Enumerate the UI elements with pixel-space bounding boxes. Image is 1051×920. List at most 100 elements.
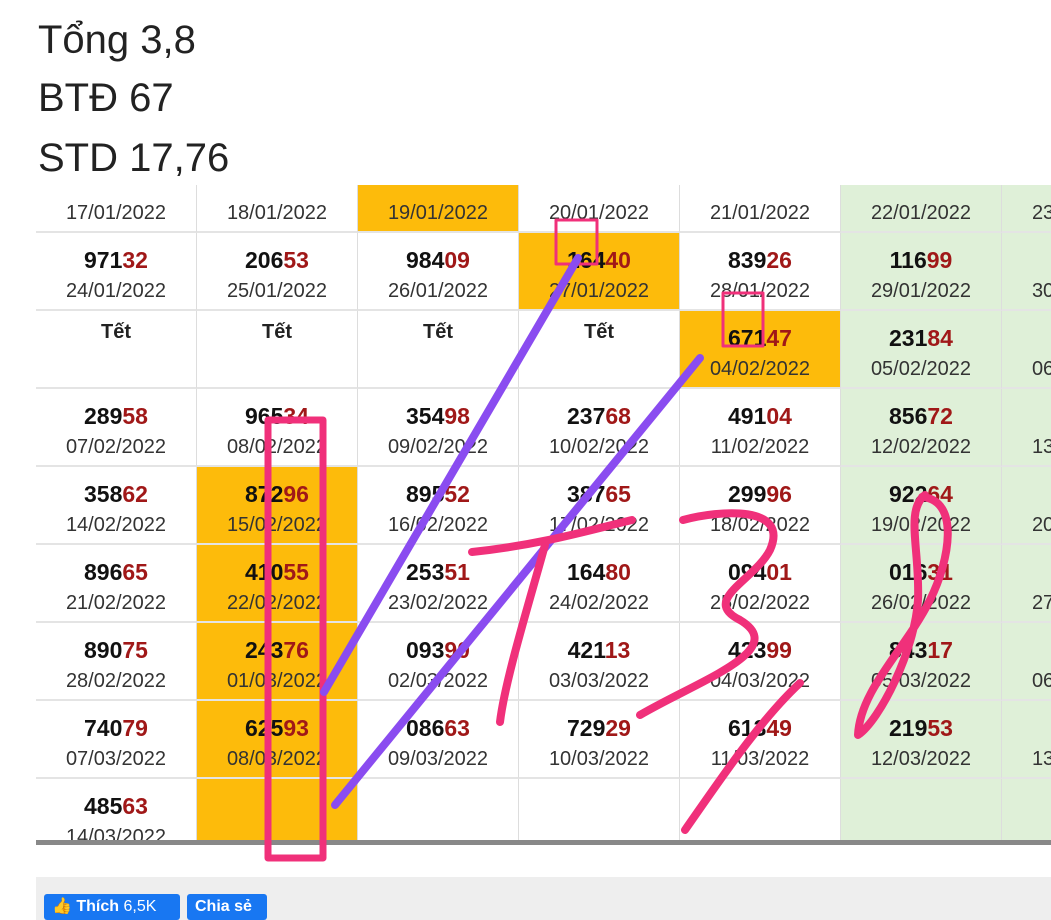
result-date: 06/02/2022: [1031, 358, 1051, 380]
table-cell: 23184 05/02/2022: [841, 311, 1002, 389]
result-number: 16480: [567, 559, 631, 585]
result-date: 13/03/2022: [1031, 748, 1051, 770]
result-number: 96534: [245, 403, 309, 429]
result-number: 09390: [406, 637, 470, 663]
table-cell: 22/01/2022: [841, 185, 1002, 233]
table-cell: 84317 05/03/2022: [841, 623, 1002, 701]
table-cell: Tết: [36, 311, 197, 389]
table-cell: 25351 23/02/2022: [358, 545, 519, 623]
result-number: 62593: [245, 715, 309, 741]
table-cell: Tết: [519, 311, 680, 389]
table-cell: 20653 25/01/2022: [197, 233, 358, 311]
table-cell: 96534 08/02/2022: [197, 389, 358, 467]
table-cell: 06/03/2022: [1002, 623, 1051, 701]
result-date: 05/02/2022: [870, 358, 972, 380]
like-count: 6,5K: [123, 898, 157, 915]
result-number: 49104: [728, 403, 792, 429]
result-date: 04/03/2022: [709, 670, 811, 692]
table-cell: 08663 09/03/2022: [358, 701, 519, 779]
table-cell: 35862 14/02/2022: [36, 467, 197, 545]
table-cell: 01631 26/02/2022: [841, 545, 1002, 623]
table-cell: 74079 07/03/2022: [36, 701, 197, 779]
caption-total: Tổng 3,8: [38, 18, 196, 62]
table-cell: 16440 27/01/2022: [519, 233, 680, 311]
result-date: 21/01/2022: [709, 202, 811, 224]
result-date: 04/02/2022: [709, 358, 811, 380]
result-date: 14/02/2022: [65, 514, 167, 536]
result-date: 24/01/2022: [65, 280, 167, 302]
result-date: 02/03/2022: [387, 670, 489, 692]
table-cell: 21953 12/03/2022: [841, 701, 1002, 779]
result-date: 17/01/2022: [65, 202, 167, 224]
result-number: 42399: [728, 637, 792, 663]
result-number: 89552: [406, 481, 470, 507]
table-cell: 16480 24/02/2022: [519, 545, 680, 623]
result-number: 28958: [84, 403, 148, 429]
result-number: 42113: [567, 637, 631, 663]
result-number: 23768: [567, 403, 631, 429]
table-cell: 29996 18/02/2022: [680, 467, 841, 545]
share-button[interactable]: Chia sẻ: [187, 894, 267, 920]
result-number: 35862: [84, 481, 148, 507]
table-cell: [1002, 779, 1051, 842]
result-number: 09401: [728, 559, 792, 585]
result-number: 21953: [889, 715, 953, 741]
result-number: 16440: [567, 247, 631, 273]
result-date: 23/02/2022: [387, 592, 489, 614]
result-date: 29/01/2022: [870, 280, 972, 302]
table-cell: 13/02/2022: [1002, 389, 1051, 467]
table-cell: 61349 11/03/2022: [680, 701, 841, 779]
result-date: 20/01/2022: [548, 202, 650, 224]
result-date: 21/02/2022: [65, 592, 167, 614]
table-cell: [197, 779, 358, 842]
result-date: 17/02/2022: [548, 514, 650, 536]
thumbs-up-icon: 👍: [52, 898, 72, 915]
result-date: 14/03/2022: [65, 826, 167, 842]
result-date: 13/02/2022: [1031, 436, 1051, 458]
table-cell: 20/01/2022: [519, 185, 680, 233]
table-cell: 85672 12/02/2022: [841, 389, 1002, 467]
result-date: 05/03/2022: [870, 670, 972, 692]
result-date: 18/01/2022: [226, 202, 328, 224]
result-date: 25/02/2022: [709, 592, 811, 614]
result-date: 10/03/2022: [548, 748, 650, 770]
result-date: 06/03/2022: [1031, 670, 1051, 692]
result-date: 22/01/2022: [870, 202, 972, 224]
table-cell: 18/01/2022: [197, 185, 358, 233]
table-cell: 87296 15/02/2022: [197, 467, 358, 545]
result-date: 22/02/2022: [226, 592, 328, 614]
result-number: 38765: [567, 481, 631, 507]
table-cell: 89552 16/02/2022: [358, 467, 519, 545]
result-date: 10/02/2022: [548, 436, 650, 458]
result-date: 11/02/2022: [710, 436, 810, 458]
table-cell: 19/01/2022: [358, 185, 519, 233]
result-date: 15/02/2022: [226, 514, 328, 536]
table-cell: 17/01/2022: [36, 185, 197, 233]
result-number: 11699: [889, 247, 953, 273]
table-cell: 83926 28/01/2022: [680, 233, 841, 311]
result-number: 97132: [84, 247, 148, 273]
result-date: 11/03/2022: [710, 748, 810, 770]
result-number: 25351: [406, 559, 470, 585]
like-label: Thích: [76, 898, 120, 915]
table-cell: 42113 03/03/2022: [519, 623, 680, 701]
table-cell: 41055 22/02/2022: [197, 545, 358, 623]
result-number: 92264: [889, 481, 953, 507]
table-cell: 48563 14/03/2022: [36, 779, 197, 842]
table-cell: 72929 10/03/2022: [519, 701, 680, 779]
table-cell: 98409 26/01/2022: [358, 233, 519, 311]
result-number: 98409: [406, 247, 470, 273]
like-button[interactable]: 👍 Thích 6,5K: [44, 894, 180, 920]
result-number: 08663: [406, 715, 470, 741]
result-date: 03/03/2022: [548, 670, 650, 692]
holiday-label: Tết: [262, 321, 292, 343]
table-cell: 35498 09/02/2022: [358, 389, 519, 467]
table-cell: 42399 04/03/2022: [680, 623, 841, 701]
result-date: 16/02/2022: [387, 514, 489, 536]
table-cell: 21/01/2022: [680, 185, 841, 233]
result-number: 85672: [889, 403, 953, 429]
result-number: 48563: [84, 793, 148, 819]
holiday-label: Tết: [101, 321, 131, 343]
result-number: 74079: [84, 715, 148, 741]
lottery-calendar-table: 17/01/2022 18/01/2022 19/01/2022 20/01/2022…: [36, 185, 1051, 842]
